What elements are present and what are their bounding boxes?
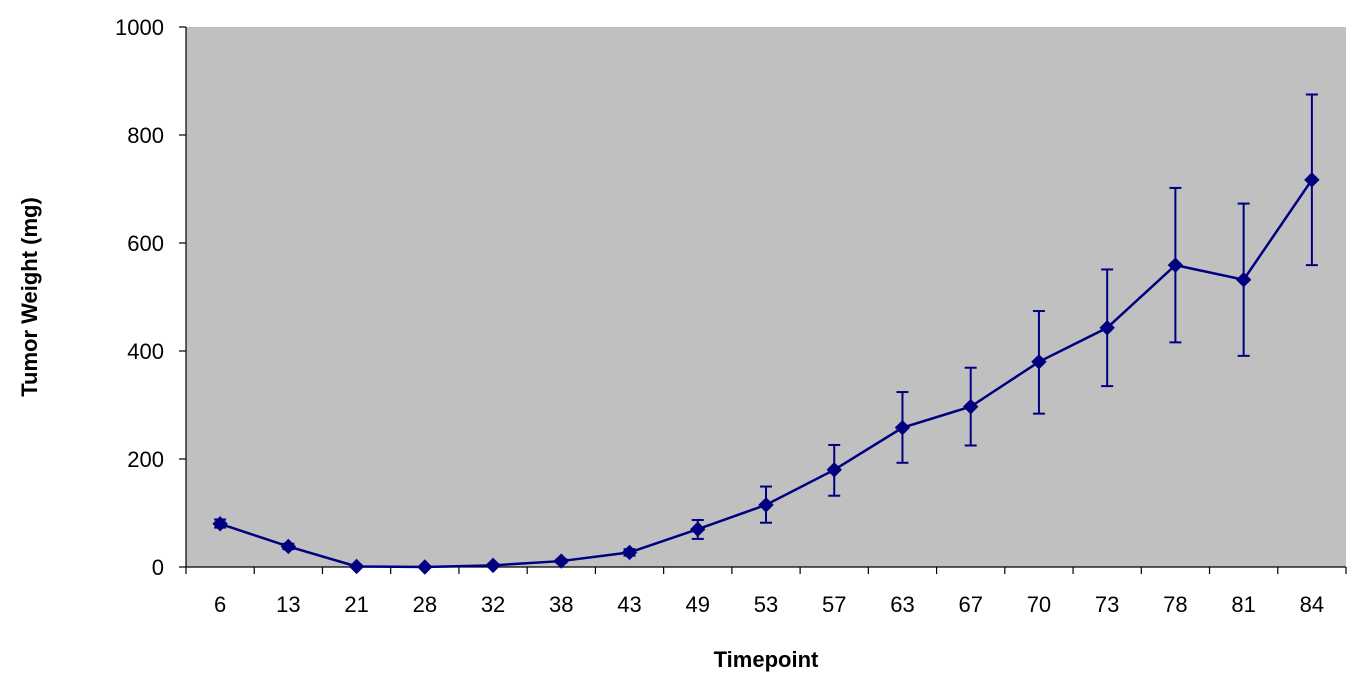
x-tick-label: 32 [481,592,505,617]
x-tick-label: 84 [1300,592,1324,617]
y-axis-title: Tumor Weight (mg) [17,197,42,397]
data-point [280,538,297,555]
x-tick-label: 78 [1163,592,1187,617]
x-axis-title: Timepoint [714,647,819,672]
data-point [417,559,433,575]
data-point [1031,354,1047,370]
x-tick-label: 81 [1231,592,1255,617]
y-tick-label: 800 [127,123,164,148]
y-tick-label: 0 [152,555,164,580]
data-point [485,557,501,574]
data-point [621,544,638,561]
y-tick-label: 1000 [115,15,164,40]
x-tick-label: 43 [617,592,641,617]
tick-labels: 0 200 400 600 800 1000 6 13 21 28 32 38 43 49 53 57 63 67… [115,15,1324,617]
data-point [758,497,774,513]
x-tick-label: 38 [549,592,573,617]
y-tick-label: 200 [127,447,164,472]
x-tick-label: 67 [958,592,982,617]
data-point [553,553,570,569]
y-tick-label: 400 [127,339,164,364]
data-point [1304,172,1320,188]
data-point [826,462,842,478]
x-tick-label: 70 [1027,592,1051,617]
x-tick-label: 73 [1095,592,1119,617]
x-tick-label: 49 [686,592,710,617]
plot-area [186,27,1346,567]
data-point [894,419,911,436]
x-tick-label: 13 [276,592,300,617]
x-tick-label: 21 [344,592,368,617]
data-point [1167,257,1184,273]
data-point [690,521,706,537]
data-point [1099,320,1115,336]
data-point [1235,272,1252,288]
x-tick-label: 28 [413,592,437,617]
data-markers [212,172,1320,575]
x-tick-label: 53 [754,592,778,617]
x-tick-label: 6 [214,592,226,617]
x-tick-label: 63 [890,592,914,617]
data-point [348,558,365,575]
data-point [962,398,979,415]
y-tick-label: 600 [127,231,164,256]
data-point [212,516,228,532]
x-tick-label: 57 [822,592,846,617]
